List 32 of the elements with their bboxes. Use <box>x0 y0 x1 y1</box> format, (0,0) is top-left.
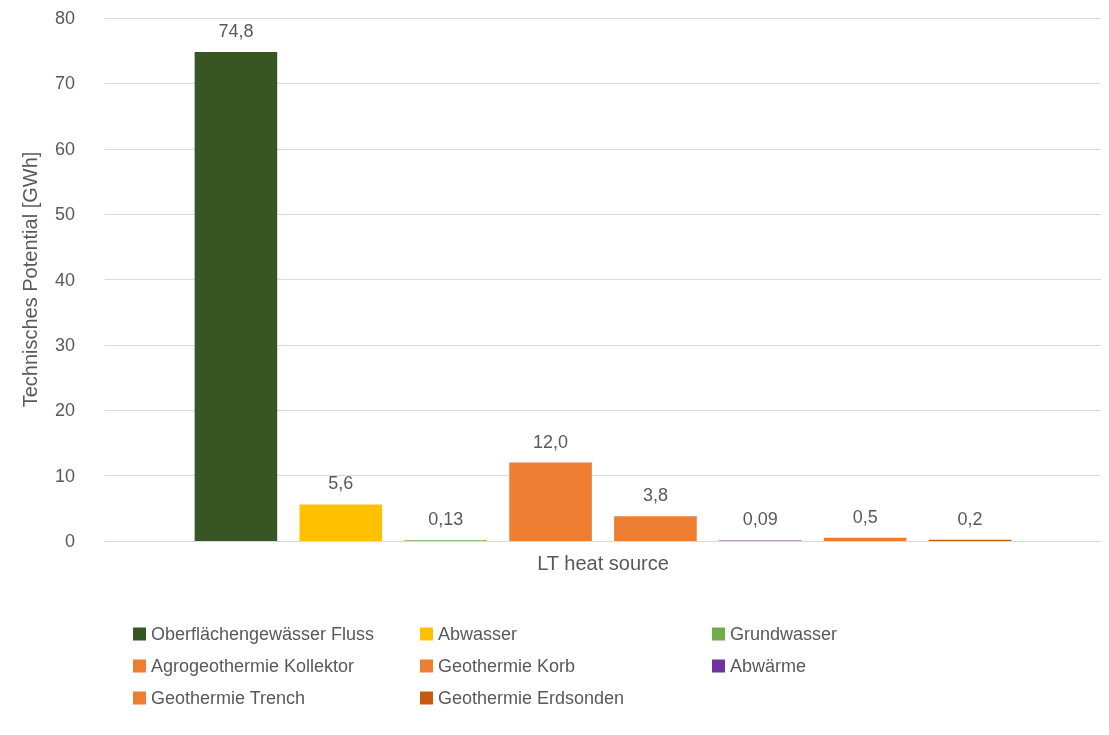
data-label: 0,5 <box>852 506 878 527</box>
bar <box>823 537 907 541</box>
y-axis-title: Technisches Potential [GWh] <box>19 151 41 408</box>
data-label: 74,8 <box>218 20 254 41</box>
data-label: 0,2 <box>957 508 983 529</box>
legend-label: Abwasser <box>438 624 518 644</box>
bar <box>614 516 697 541</box>
y-tick-label: 20 <box>54 400 75 421</box>
data-label: 12,0 <box>533 431 569 452</box>
y-tick-label: 30 <box>54 334 75 355</box>
y-tick-label: 60 <box>54 138 75 159</box>
y-tick-label: 50 <box>54 204 75 225</box>
legend-label: Geothermie Erdsonden <box>438 688 625 708</box>
data-label: 3,8 <box>642 485 668 506</box>
data-label: 0,09 <box>742 509 778 530</box>
data-label: 0,13 <box>428 509 464 530</box>
y-tick-label: 70 <box>54 73 75 94</box>
y-tick-label: 40 <box>54 269 75 290</box>
data-label: 5,6 <box>328 473 354 494</box>
y-tick-label: 80 <box>54 8 75 28</box>
bar <box>194 52 278 541</box>
bar <box>509 462 592 541</box>
legend-label: Agrogeothermie Kollektor <box>151 656 355 676</box>
legend-label: Abwärme <box>730 656 807 676</box>
y-tick-label: 10 <box>54 465 75 486</box>
y-tick-label: 0 <box>64 531 75 551</box>
legend-label: Geothermie Korb <box>438 656 576 676</box>
x-tick-label: LT heat source <box>537 552 669 574</box>
legend-label: Geothermie Trench <box>151 688 306 708</box>
legend-label: Oberflächengewässer Fluss <box>151 624 375 644</box>
legend-label: Grundwasser <box>730 624 838 644</box>
bar <box>299 504 383 541</box>
